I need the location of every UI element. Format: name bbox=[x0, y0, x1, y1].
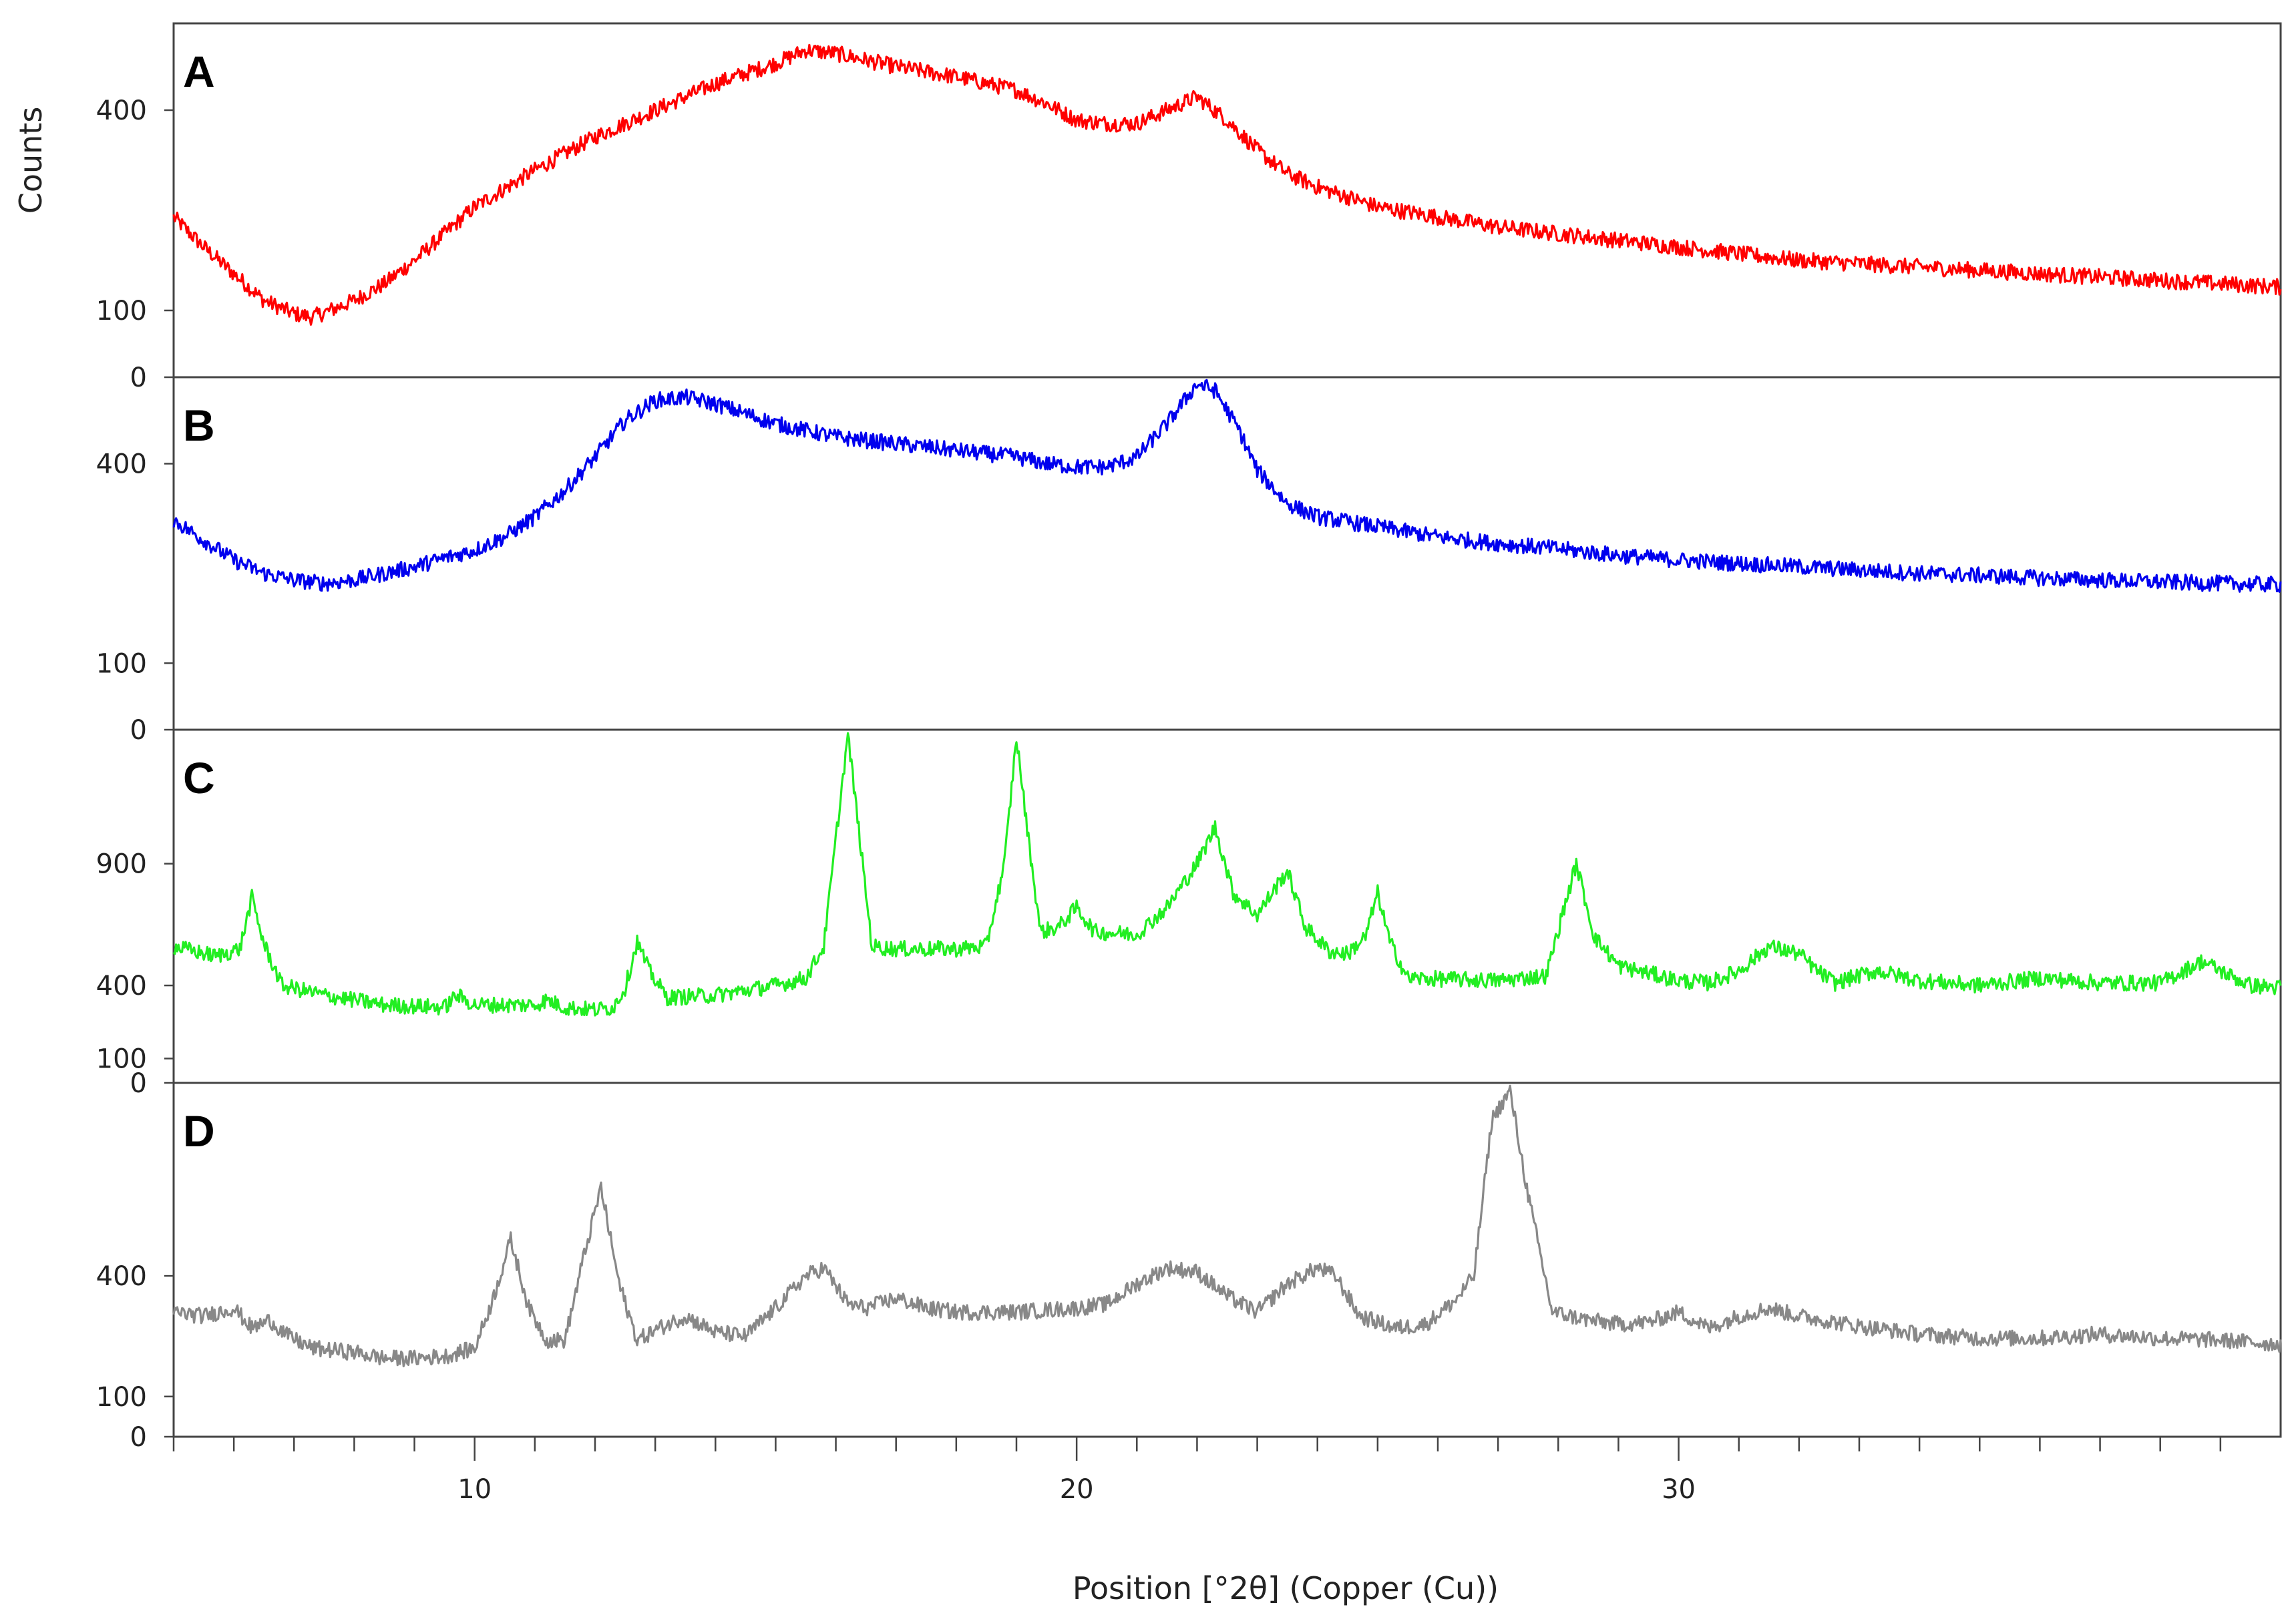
y-axis-title: Counts bbox=[13, 107, 49, 214]
panel-label-C: C bbox=[183, 753, 215, 802]
panel-label-B: B bbox=[183, 401, 215, 450]
x-axis-title: Position [°2θ] (Copper (Cu)) bbox=[1073, 1570, 1499, 1606]
y-tick-label: 0 bbox=[130, 1422, 147, 1453]
y-tick-label: 0 bbox=[130, 715, 147, 746]
x-tick-label: 30 bbox=[1662, 1474, 1696, 1505]
y-tick-label: 100 bbox=[96, 648, 147, 679]
y-tick-label: 400 bbox=[96, 971, 147, 1001]
y-tick-label: 100 bbox=[96, 296, 147, 326]
trace-C bbox=[172, 732, 2282, 1017]
panel-frame-B bbox=[172, 376, 2282, 731]
panel-label-D: D bbox=[183, 1106, 215, 1156]
trace-D bbox=[172, 1084, 2282, 1367]
y-tick-label: 400 bbox=[96, 1261, 147, 1292]
panel-label-A: A bbox=[183, 47, 215, 96]
y-tick-label: 900 bbox=[96, 849, 147, 880]
y-tick-label: 100 bbox=[96, 1382, 147, 1413]
panel-frame-D bbox=[172, 1082, 2282, 1438]
y-tick-label: 0 bbox=[130, 1068, 147, 1099]
trace-B bbox=[172, 379, 2282, 593]
x-tick-label: 20 bbox=[1060, 1474, 1094, 1505]
diffraction-traces bbox=[172, 43, 2282, 1367]
y-tick-label: 400 bbox=[96, 449, 147, 480]
panel-letters: A B C D bbox=[183, 47, 215, 1156]
panel-frame-C bbox=[172, 728, 2282, 1084]
y-tick-label: 0 bbox=[130, 363, 147, 393]
y-tick-label: 400 bbox=[96, 95, 147, 126]
y-tick-label: 100 bbox=[96, 1044, 147, 1075]
x-axis: 10 20 30 bbox=[172, 1437, 2222, 1505]
panel-frame-A bbox=[172, 22, 2282, 379]
trace-A bbox=[172, 43, 2282, 326]
panel-frames bbox=[172, 22, 2282, 1438]
x-tick-label: 10 bbox=[457, 1474, 492, 1505]
